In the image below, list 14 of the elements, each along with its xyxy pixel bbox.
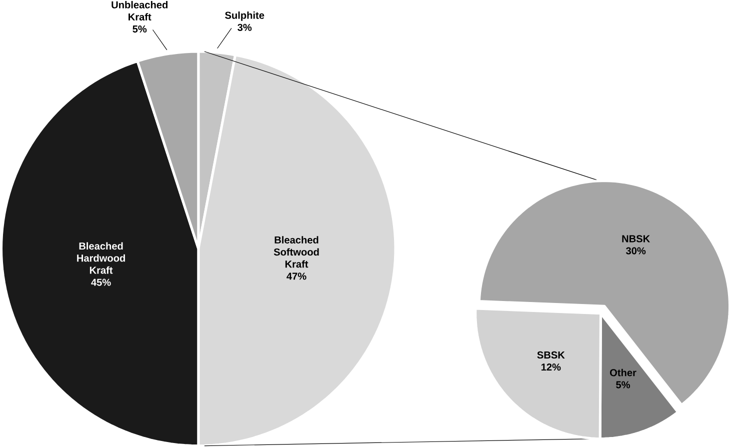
slice-label: Unbleached Kraft [112,0,168,20]
data-label: 3% [238,24,252,31]
slice-label: Other [610,368,636,376]
data-label: 30% [626,247,646,254]
slice-label: SBSK [537,351,565,359]
data-label: 5% [132,25,147,33]
data-label: 5% [616,381,630,388]
data-label: 12% [541,363,561,371]
slice-label: Sulphite [225,11,264,21]
data-label: 47% [286,272,306,280]
slice-label: Bleached Hardwood Kraft [77,242,125,274]
data-label: 45% [91,278,111,286]
slice-label: Bleached Softwood Kraft [274,236,319,268]
slice-label: NBSK [622,235,650,242]
